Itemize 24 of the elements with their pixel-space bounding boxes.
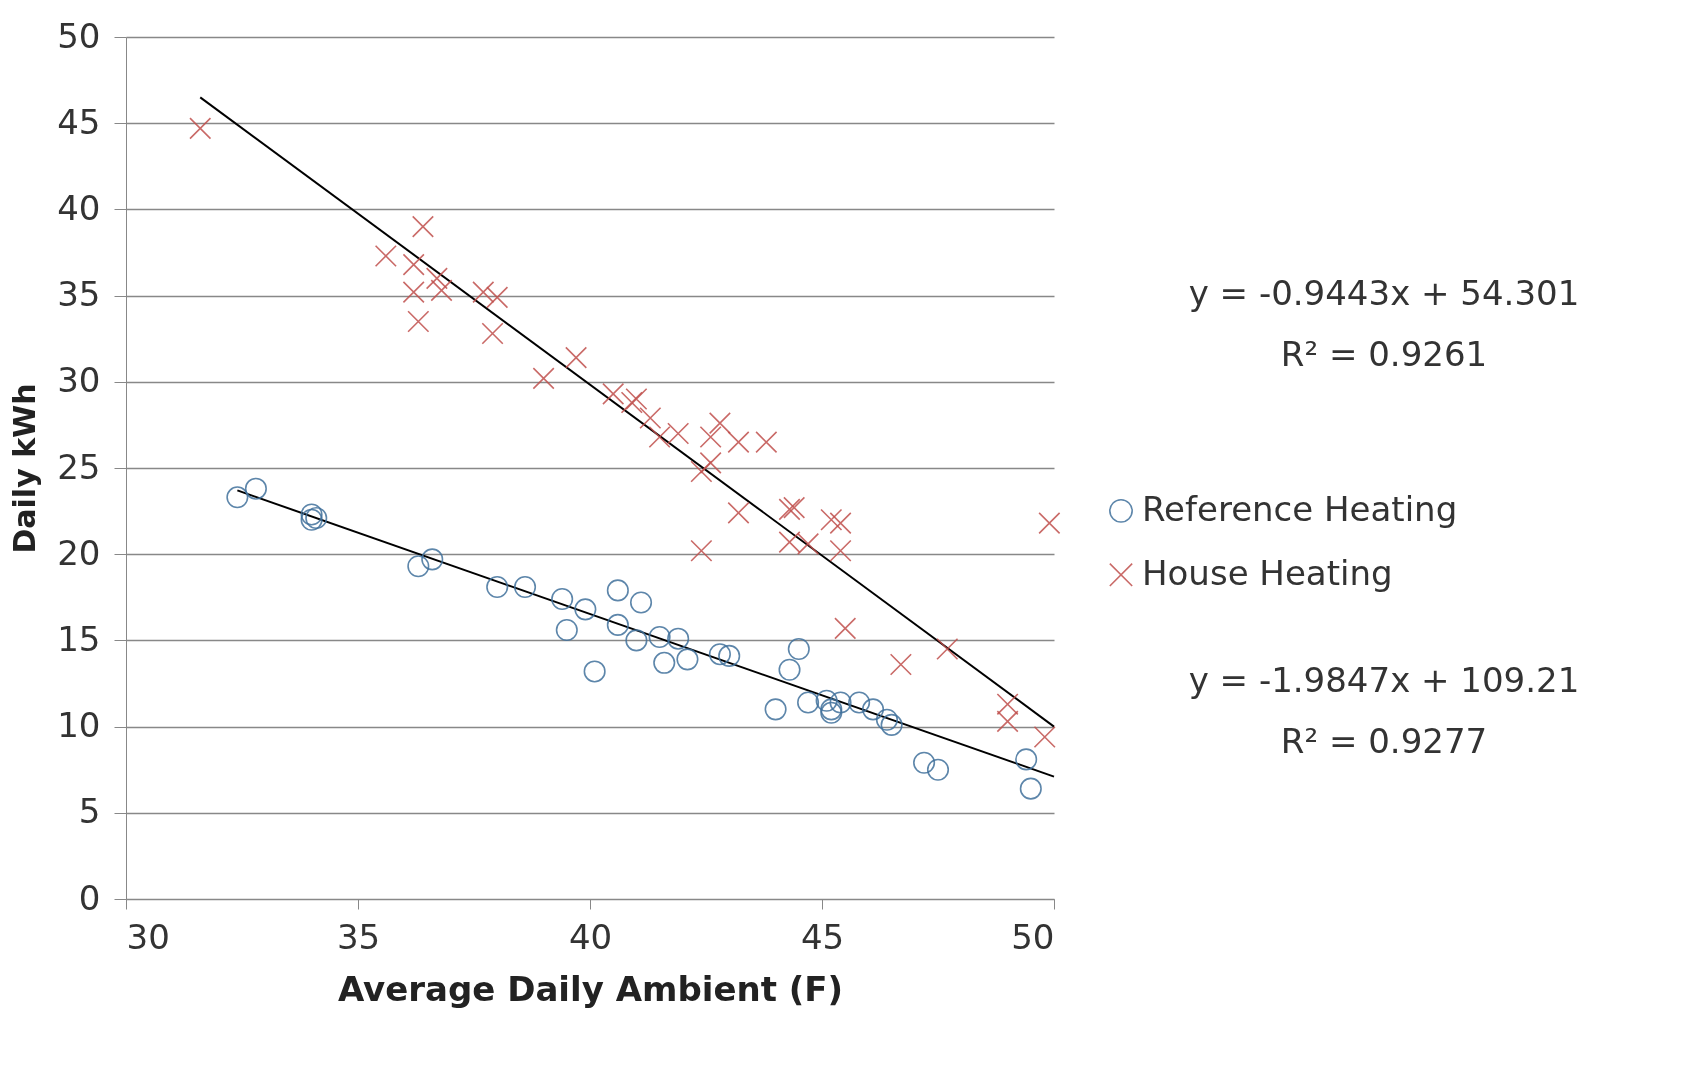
y-tick-label: 15 bbox=[57, 618, 101, 659]
y-tick-label: 50 bbox=[57, 15, 101, 56]
legend-label: Reference Heating bbox=[1142, 488, 1458, 529]
x-tick-label: 35 bbox=[336, 916, 381, 957]
text: R² = 0.9277 bbox=[1280, 721, 1488, 761]
x-tick-label: 30 bbox=[126, 916, 170, 957]
text: y = -0.9443x + 54.301 bbox=[1188, 273, 1580, 313]
x-tick-label: 50 bbox=[1011, 916, 1055, 957]
x-tick-label: 40 bbox=[568, 916, 613, 957]
y-tick-label: 25 bbox=[57, 446, 101, 487]
y-tick-label: 20 bbox=[57, 532, 101, 573]
legend-label: House Heating bbox=[1142, 552, 1393, 593]
y-tick-label: 30 bbox=[57, 360, 101, 401]
y-tick-label: 40 bbox=[57, 187, 101, 228]
text: R² = 0.9261 bbox=[1280, 334, 1488, 374]
y-tick-label: 10 bbox=[57, 705, 101, 746]
y-tick-label: 0 bbox=[78, 877, 101, 918]
y-tick-label: 35 bbox=[57, 274, 101, 315]
x-tick-label: 45 bbox=[800, 916, 845, 957]
y-tick-label: 5 bbox=[78, 791, 101, 832]
text: y = -1.9847x + 109.21 bbox=[1188, 660, 1580, 700]
y-axis-title: Daily kWh bbox=[7, 383, 43, 554]
y-tick-label: 45 bbox=[57, 101, 101, 142]
x-axis-title: Average Daily Ambient (F) bbox=[337, 968, 844, 1009]
